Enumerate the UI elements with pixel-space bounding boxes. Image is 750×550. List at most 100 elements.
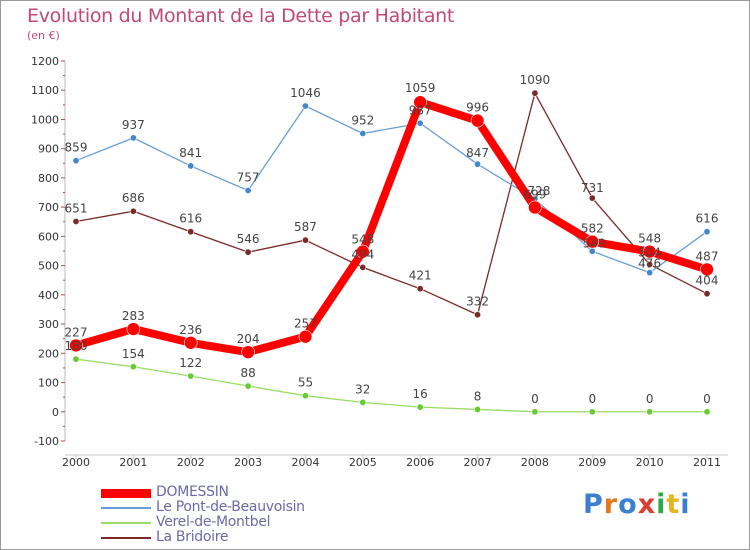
legend-label: DOMESSIN [156,484,229,500]
data-point-verel-de-montbel [703,408,711,416]
data-label-la-bridoire: 332 [466,295,489,309]
chart-title: Evolution du Montant de la Dette par Hab… [27,5,455,27]
y-tick-label: 500 [38,260,59,273]
x-tick-label: 2011 [693,456,721,469]
data-point-le-pont-de-beauvoisin [646,269,654,277]
y-tick-label: 200 [38,347,59,360]
y-tick-label: 0 [52,406,59,419]
data-point-domessin [642,244,657,259]
data-point-la-bridoire [588,194,596,202]
data-label-verel-de-montbel: 55 [298,376,313,390]
data-label-domessin: 996 [466,101,489,115]
data-label-la-bridoire: 494 [351,247,374,261]
data-point-domessin [413,95,427,110]
series-line-la-bridoire [75,92,708,316]
data-point-le-pont-de-beauvoisin [416,119,424,127]
data-label-verel-de-montbel: 8 [474,389,482,403]
data-point-le-pont-de-beauvoisin [474,160,482,168]
data-label-la-bridoire: 504 [638,245,661,259]
data-label-verel-de-montbel: 88 [240,366,255,380]
data-point-verel-de-montbel [244,382,252,390]
data-point-verel-de-montbel [129,363,137,371]
series-line-le-pont-de-beauvoisin [75,105,708,274]
data-label-verel-de-montbel: 154 [122,347,145,361]
y-tick-label: 600 [38,230,59,243]
series-line-verel-de-montbel [75,358,708,413]
data-point-domessin [241,345,255,359]
data-label-la-bridoire: 404 [696,274,719,288]
y-tick-label: 400 [38,289,59,302]
data-label-la-bridoire: 1090 [520,73,551,87]
data-point-verel-de-montbel [359,398,367,406]
logo-letter: P [583,489,604,520]
legend-swatch [101,507,151,509]
data-label-la-bridoire: 651 [65,201,88,215]
data-label-la-bridoire: 421 [409,269,432,283]
x-tick-label: 2002 [177,456,205,469]
y-tick-label: 1000 [31,113,59,126]
x-tick-label: 2004 [291,456,319,469]
data-point-verel-de-montbel [416,403,424,411]
data-point-domessin [183,335,198,350]
data-label-la-bridoire: 686 [122,191,145,205]
logo-letter: r [603,489,619,520]
data-point-la-bridoire [187,228,195,236]
data-label-le-pont-de-beauvoisin: 476 [638,257,661,271]
data-point-domessin [585,234,600,249]
data-label-domessin: 487 [696,249,719,263]
data-point-la-bridoire [301,236,309,244]
logo-letter: x [637,489,657,520]
data-label-domessin: 1059 [405,81,436,95]
x-tick-label: 2000 [62,456,90,469]
data-label-verel-de-montbel: 0 [588,392,596,406]
x-tick-label: 2008 [521,456,549,469]
data-point-verel-de-montbel [646,408,654,416]
x-tick-label: 2005 [349,456,377,469]
x-tick-label: 2001 [119,456,147,469]
data-label-domessin: 548 [351,233,374,247]
data-label-domessin: 236 [179,323,202,337]
data-label-la-bridoire: 587 [294,220,317,234]
x-tick-label: 2010 [636,456,664,469]
data-point-la-bridoire [531,89,539,97]
data-point-le-pont-de-beauvoisin [129,134,137,142]
data-label-domessin: 582 [581,222,604,236]
legend-label: La Bridoire [156,529,229,545]
data-point-domessin [298,329,313,344]
data-label-le-pont-de-beauvoisin: 937 [122,118,145,132]
data-label-le-pont-de-beauvoisin: 616 [696,212,719,226]
y-tick-label: 900 [38,143,59,156]
data-point-verel-de-montbel [474,405,482,413]
data-label-la-bridoire: 546 [237,232,260,246]
data-label-domessin: 257 [294,317,317,331]
data-point-verel-de-montbel [588,408,596,416]
data-point-domessin [700,262,714,277]
y-tick-label: 700 [38,201,59,214]
y-tick-label: 300 [38,318,59,331]
data-point-la-bridoire [244,248,252,256]
legend-swatch [101,537,151,539]
data-label-domessin: 204 [237,332,260,346]
data-label-verel-de-montbel: 16 [413,387,428,401]
data-point-le-pont-de-beauvoisin [187,162,195,170]
unit-label: (en €) [27,29,60,42]
data-label-verel-de-montbel: 180 [65,339,88,353]
data-point-le-pont-de-beauvoisin [72,157,80,165]
data-point-le-pont-de-beauvoisin [359,129,367,137]
data-point-le-pont-de-beauvoisin [244,186,252,194]
data-label-la-bridoire: 731 [581,181,604,195]
x-tick-label: 2006 [406,456,434,469]
data-point-domessin [528,200,542,215]
x-tick-label: 2009 [578,456,606,469]
data-label-verel-de-montbel: 122 [179,356,202,370]
data-point-verel-de-montbel [531,408,539,416]
y-tick-label: 800 [38,172,59,185]
data-point-verel-de-montbel [72,355,80,363]
x-tick-label: 2003 [234,456,262,469]
logo-letter: i [656,489,667,520]
data-label-le-pont-de-beauvoisin: 549 [583,236,606,250]
data-label-le-pont-de-beauvoisin: 841 [179,146,202,160]
data-label-la-bridoire: 616 [179,212,202,226]
y-tick-label: -100 [34,435,59,448]
